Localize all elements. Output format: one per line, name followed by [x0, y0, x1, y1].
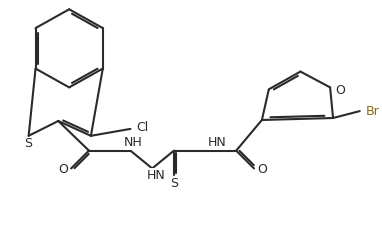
Text: Cl: Cl — [136, 121, 149, 134]
Text: O: O — [58, 163, 68, 176]
Text: O: O — [257, 163, 267, 176]
Text: HN: HN — [208, 136, 227, 149]
Text: Br: Br — [366, 105, 379, 118]
Text: S: S — [170, 177, 178, 190]
Text: S: S — [24, 137, 32, 150]
Text: O: O — [335, 84, 345, 97]
Text: NH: NH — [124, 136, 143, 149]
Text: HN: HN — [147, 169, 165, 182]
